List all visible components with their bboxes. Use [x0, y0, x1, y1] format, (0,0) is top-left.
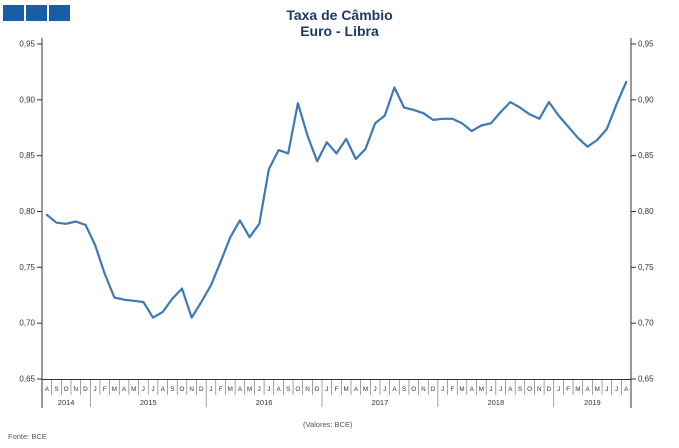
y-tick-label-left: 0,75 [19, 263, 35, 272]
month-letter: F [103, 386, 107, 393]
month-letter: O [411, 386, 416, 393]
month-letter: J [258, 386, 261, 393]
month-letter: J [374, 386, 377, 393]
y-tick-label-right: 0,65 [638, 375, 654, 384]
chart-title-line1: Taxa de Câmbio [286, 7, 393, 23]
y-tick-label-right: 0,90 [638, 95, 654, 104]
month-letter: A [45, 386, 50, 393]
gee-logo [3, 5, 70, 21]
month-letter: O [527, 386, 532, 393]
month-letter: N [305, 386, 310, 393]
y-tick-label-left: 0,95 [19, 40, 35, 49]
year-label: 2019 [584, 398, 601, 407]
month-letter: J [615, 386, 618, 393]
month-letter: M [575, 386, 580, 393]
month-letter: F [566, 386, 570, 393]
year-label: 2014 [58, 398, 75, 407]
month-letter: S [286, 386, 290, 393]
month-letter: A [276, 386, 281, 393]
month-letter: M [479, 386, 484, 393]
month-letter: N [421, 386, 426, 393]
source-label: Fonte: BCE [8, 432, 47, 441]
month-letter: S [402, 386, 406, 393]
month-letter: F [450, 386, 454, 393]
month-letter: N [537, 386, 542, 393]
values-note: (Valores: BCE) [303, 420, 353, 429]
month-letter: A [508, 386, 513, 393]
month-letter: A [354, 386, 359, 393]
month-letter: J [605, 386, 608, 393]
month-letter: N [74, 386, 79, 393]
month-letter: M [459, 386, 464, 393]
y-tick-label-right: 0,70 [638, 319, 654, 328]
y-tick-label-left: 0,85 [19, 151, 35, 160]
year-label: 2016 [256, 398, 273, 407]
month-letter: S [54, 386, 58, 393]
month-letter: S [170, 386, 174, 393]
month-letter: J [94, 386, 97, 393]
chart-title: Taxa de Câmbio Euro - Libra [0, 7, 679, 39]
month-letter: D [199, 386, 204, 393]
y-tick-label-right: 0,75 [638, 263, 654, 272]
logo-square [49, 5, 70, 21]
month-letter: S [518, 386, 522, 393]
month-letter: A [585, 386, 590, 393]
month-letter: J [441, 386, 444, 393]
month-letter: J [383, 386, 386, 393]
month-letter: M [595, 386, 600, 393]
y-tick-label-left: 0,90 [19, 95, 35, 104]
month-letter: A [122, 386, 127, 393]
month-letter: N [189, 386, 194, 393]
month-letter: O [64, 386, 69, 393]
month-letter: J [151, 386, 154, 393]
eur-gbp-line [45, 80, 628, 319]
month-letter: A [470, 386, 475, 393]
month-letter: A [161, 386, 166, 393]
year-label: 2015 [140, 398, 157, 407]
month-letter: J [267, 386, 270, 393]
y-tick-label-left: 0,70 [19, 319, 35, 328]
logo-square [26, 5, 47, 21]
month-letter: J [489, 386, 492, 393]
month-letter: D [315, 386, 320, 393]
month-letter: M [247, 386, 252, 393]
month-letter: A [238, 386, 243, 393]
year-label: 2017 [372, 398, 389, 407]
month-letter: J [325, 386, 328, 393]
y-tick-label-right: 0,80 [638, 207, 654, 216]
month-letter: J [499, 386, 502, 393]
y-tick-label-left: 0,80 [19, 207, 35, 216]
y-tick-label-right: 0,95 [638, 40, 654, 49]
month-letter: O [180, 386, 185, 393]
month-letter: D [83, 386, 88, 393]
month-letter: M [131, 386, 136, 393]
year-label: 2018 [487, 398, 504, 407]
month-letter: M [363, 386, 368, 393]
month-letter: M [228, 386, 233, 393]
month-letter: M [344, 386, 349, 393]
month-letter: D [547, 386, 552, 393]
month-letter: M [112, 386, 117, 393]
y-tick-label-left: 0,65 [19, 375, 35, 384]
month-letter: A [624, 386, 629, 393]
month-letter: D [431, 386, 436, 393]
month-letter: F [219, 386, 223, 393]
logo-square [3, 5, 24, 21]
month-letter: A [392, 386, 397, 393]
chart-title-line2: Euro - Libra [300, 23, 379, 39]
y-tick-label-right: 0,85 [638, 151, 654, 160]
month-letter: F [335, 386, 339, 393]
month-letter: J [209, 386, 212, 393]
month-letter: J [557, 386, 560, 393]
month-letter: O [295, 386, 300, 393]
month-letter: J [142, 386, 145, 393]
